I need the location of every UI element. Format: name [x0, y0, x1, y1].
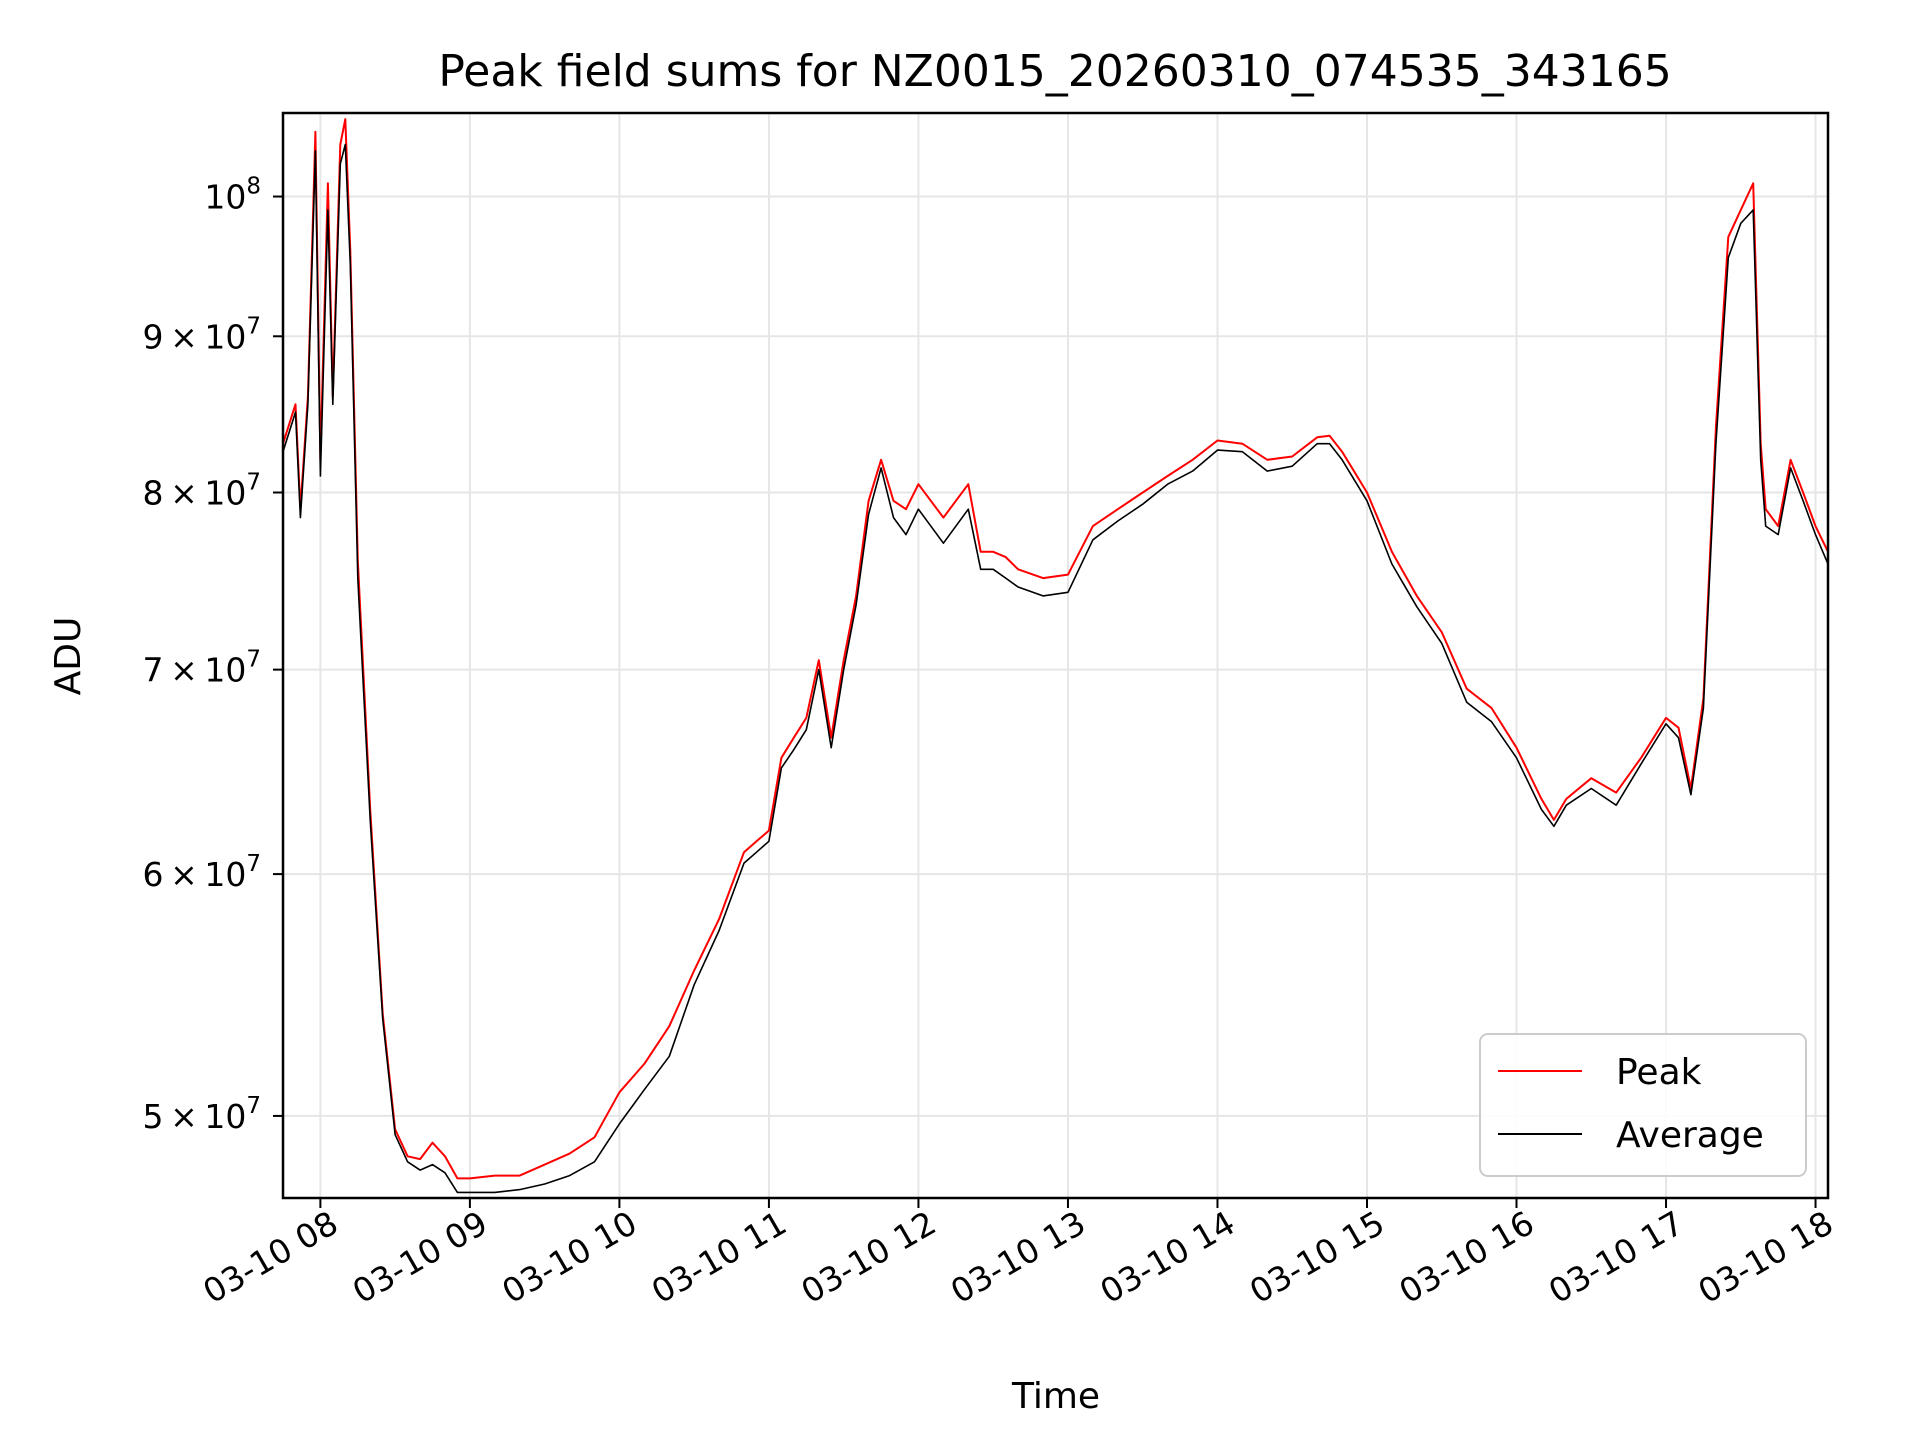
y-tick-label: 108	[204, 174, 261, 217]
series-layer	[283, 118, 1828, 1194]
series-line-average	[283, 143, 1828, 1194]
y-tick-label: 7 × 107	[143, 647, 261, 690]
y-tick-label: 8 × 107	[143, 470, 261, 513]
series-line-peak	[283, 118, 1828, 1180]
y-axis-label: ADU	[48, 617, 89, 696]
plot-frame	[281, 111, 1830, 1200]
legend: Peak Average	[1479, 1033, 1807, 1177]
x-axis-label: Time	[1011, 1376, 1100, 1417]
y-tick-label: 5 × 107	[143, 1093, 261, 1136]
legend-label-average: Average	[1616, 1115, 1764, 1156]
x-gridlines	[319, 113, 1817, 1198]
legend-label-peak: Peak	[1616, 1052, 1702, 1093]
y-axis: 5 × 107 6 × 107 7 × 107 8 × 107 9 × 107 108	[143, 174, 283, 1136]
legend-box	[1479, 1033, 1807, 1177]
y-tick-label: 9 × 107	[143, 313, 261, 356]
y-tick-label: 6 × 107	[143, 851, 261, 894]
y-gridlines	[283, 195, 1828, 1117]
chart-title: Peak field sums for NZ0015_20260310_0745…	[438, 46, 1671, 97]
